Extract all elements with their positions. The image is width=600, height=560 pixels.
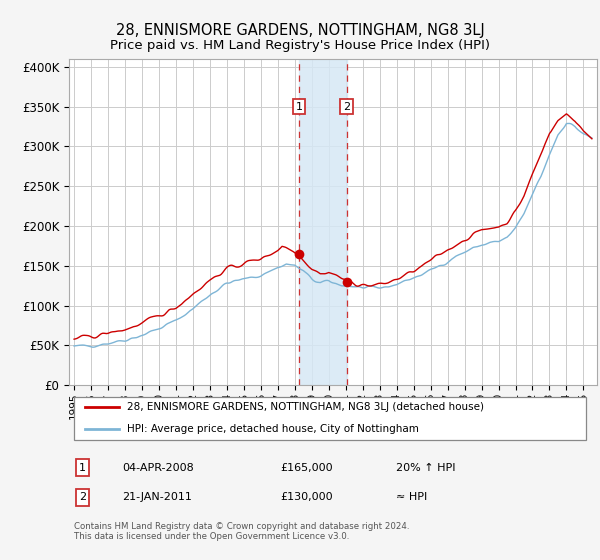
Text: Price paid vs. HM Land Registry's House Price Index (HPI): Price paid vs. HM Land Registry's House … bbox=[110, 39, 490, 53]
Text: £165,000: £165,000 bbox=[280, 463, 333, 473]
Text: ≈ HPI: ≈ HPI bbox=[397, 492, 428, 502]
Text: HPI: Average price, detached house, City of Nottingham: HPI: Average price, detached house, City… bbox=[127, 424, 419, 434]
FancyBboxPatch shape bbox=[74, 397, 586, 440]
Text: 04-APR-2008: 04-APR-2008 bbox=[122, 463, 194, 473]
Text: 2: 2 bbox=[79, 492, 86, 502]
Text: 1: 1 bbox=[296, 101, 302, 111]
Text: 28, ENNISMORE GARDENS, NOTTINGHAM, NG8 3LJ (detached house): 28, ENNISMORE GARDENS, NOTTINGHAM, NG8 3… bbox=[127, 402, 484, 412]
Text: Contains HM Land Registry data © Crown copyright and database right 2024.
This d: Contains HM Land Registry data © Crown c… bbox=[74, 521, 410, 541]
Text: £130,000: £130,000 bbox=[280, 492, 333, 502]
Text: 1: 1 bbox=[79, 463, 86, 473]
Text: 28, ENNISMORE GARDENS, NOTTINGHAM, NG8 3LJ: 28, ENNISMORE GARDENS, NOTTINGHAM, NG8 3… bbox=[116, 24, 484, 38]
Text: 2: 2 bbox=[343, 101, 350, 111]
Bar bbox=[299, 59, 347, 385]
Text: 21-JAN-2011: 21-JAN-2011 bbox=[122, 492, 191, 502]
Text: 20% ↑ HPI: 20% ↑ HPI bbox=[397, 463, 456, 473]
